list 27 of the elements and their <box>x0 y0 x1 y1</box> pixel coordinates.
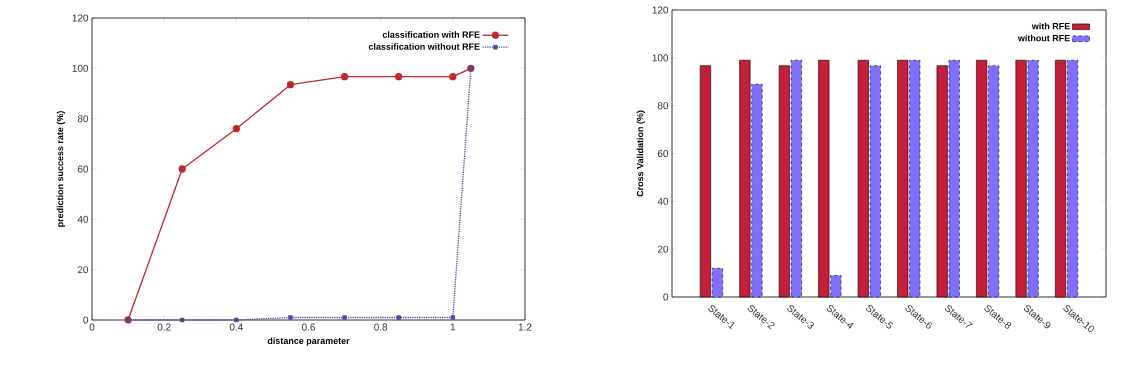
y-tick-label: 60 <box>657 149 669 158</box>
x-tick-label: 1.2 <box>518 323 532 331</box>
y-tick-label: 0 <box>663 293 669 301</box>
y-tick-label: 120 <box>652 6 669 14</box>
y-tick-label: 100 <box>72 64 89 72</box>
x-tick-label: 0.6 <box>301 323 315 331</box>
x-tick-label: 1 <box>450 323 456 331</box>
x-tick-label: 0.8 <box>374 323 388 331</box>
y-tick-label: 100 <box>652 54 669 62</box>
legend-label: without RFE <box>1017 34 1070 42</box>
legend-label: with RFE <box>1031 22 1070 30</box>
y-tick-label: 80 <box>77 115 89 123</box>
x-tick-label: 0.4 <box>229 323 243 331</box>
y-tick-label: 40 <box>657 197 669 205</box>
y-axis-title: prediction success rate (%) <box>56 111 66 227</box>
y-tick-label: 80 <box>657 102 669 110</box>
y-tick-label: 60 <box>77 165 89 173</box>
y-tick-label: 20 <box>77 266 89 274</box>
y-tick-label: 20 <box>657 245 669 253</box>
x-axis-title: distance parameter <box>267 337 350 346</box>
x-tick-label: 0 <box>89 323 95 331</box>
y-axis-title: Cross Validation (%) <box>636 110 646 197</box>
y-tick-label: 120 <box>72 14 89 22</box>
legend-label: classification with RFE <box>382 31 480 38</box>
y-tick-label: 40 <box>77 215 89 223</box>
legend-label: classification without RFE <box>368 43 480 50</box>
x-tick-label: 0.2 <box>157 323 171 331</box>
